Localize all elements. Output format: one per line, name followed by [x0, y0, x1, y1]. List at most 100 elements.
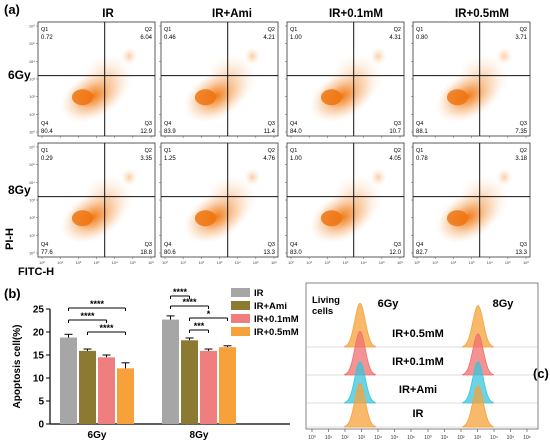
x-tick-label: 10⁴	[235, 260, 241, 265]
flow-plot-6Gy-IR+0.1mM: Q1 1.00 Q2 4.31 Q4 84.0 Q3 10.7	[285, 21, 405, 138]
x-tick-label: 10⁰	[288, 260, 294, 265]
y-tick-label: 10⁶	[29, 24, 35, 29]
density-main	[60, 69, 126, 123]
legend-label-IR+0.5mM: IR+0.5mM	[254, 327, 299, 338]
legend-swatch-IR+Ami	[231, 301, 250, 310]
x-tick-label: 10⁵	[505, 260, 511, 265]
x-tick-label: 10³	[343, 260, 349, 265]
living-cells-label-line1: Living	[312, 295, 340, 306]
quadrant-name-q2: Q2	[145, 148, 152, 154]
group-label-6gy: 6Gy	[378, 298, 400, 310]
quadrant-value-q1: 0.72	[41, 35, 53, 41]
quadrant-name-q4: Q4	[164, 242, 171, 248]
peak-6gy-IR+Ami	[344, 361, 376, 404]
quadrant-name-q3: Q3	[394, 242, 401, 248]
x-tick-label: 10⁵	[130, 260, 136, 265]
quadrant-name-q1: Q1	[41, 148, 48, 154]
living-cells-label-line2: cells	[312, 306, 333, 317]
panel-c-letter: (c)	[533, 366, 549, 381]
density-core	[320, 210, 342, 227]
flow-plot-8Gy-IR: Q1 0.29 Q2 3.35 Q4 77.6 Q3 18.8 10⁰ 10⁰ 10¹ 10¹ 10² 1…	[29, 142, 156, 265]
quadrant-value-q4: 83.9	[164, 129, 176, 135]
quadrant-name-q1: Q1	[290, 148, 297, 154]
column-header-ir-01mm: IR+0.1mM	[328, 8, 383, 20]
quadrant-name-q3: Q3	[394, 121, 401, 127]
x-axis-label-fitc-h: FITC-H	[18, 266, 55, 278]
hist-x-tick-label: 10⁶	[407, 435, 415, 441]
bar-IR+0.5mM-6Gy	[117, 368, 134, 424]
legend-swatch-IR+0.5mM	[231, 327, 250, 336]
hist-x-tick-label: 10⁵	[391, 435, 399, 441]
quadrant-name-q4: Q4	[416, 121, 423, 127]
y-tick-label: 10²	[29, 215, 35, 220]
quadrant-value-q1: 0.29	[41, 156, 53, 162]
quadrant-name-q3: Q3	[520, 121, 527, 127]
sig-8gy-ami-vs-05-label: *	[207, 309, 211, 319]
y-axis-title: Apoptosis cell(%)	[12, 325, 23, 409]
x-tick-label: 10⁴	[361, 260, 367, 265]
quadrant-value-q2: 3.35	[140, 156, 152, 162]
quadrant-name-q2: Q2	[145, 27, 152, 33]
quadrant-name-q4: Q4	[290, 121, 297, 127]
quadrant-value-q4: 77.6	[41, 250, 53, 256]
density-core	[446, 210, 468, 227]
quadrant-value-q3: 13.3	[515, 250, 527, 256]
sig-6gy-ami-vs-05-label: ****	[99, 323, 114, 333]
y-tick-label: 10⁶	[29, 145, 35, 150]
quadrant-value-q3: 12.0	[389, 250, 401, 256]
series-label-IR+Ami: IR+Ami	[399, 384, 437, 396]
x-tick-label: 10¹	[180, 260, 186, 265]
flow-plot-6Gy-IR+Ami: Q1 0.46 Q2 4.21 Q4 83.9 Q3 11.4	[159, 21, 279, 138]
x-tick-label: 10⁶	[397, 260, 403, 265]
x-tick-label: 10⁶	[148, 260, 154, 265]
quadrant-name-q1: Q1	[41, 27, 48, 33]
y-tick-label-15: 15	[33, 351, 45, 362]
y-tick-label-10: 10	[33, 374, 45, 385]
quadrant-value-q3: 12.9	[140, 129, 152, 135]
y-tick-label: 10³	[29, 77, 35, 82]
flow-plot-6Gy-IR+0.5mM: Q1 0.80 Q2 3.71 Q4 88.1 Q3 7.35	[411, 21, 531, 138]
peak-8gy-IR	[462, 385, 494, 428]
density-spot-upper	[121, 47, 138, 66]
category-label-8Gy: 8Gy	[190, 430, 209, 441]
y-tick-label: 10¹	[29, 233, 35, 238]
peak-8gy-IR+0.5mM	[462, 305, 494, 348]
hist-x-tick-label: 10⁴	[374, 435, 382, 441]
quadrant-value-q2: 4.21	[263, 35, 275, 41]
x-tick-label: 10⁴	[487, 260, 493, 265]
quadrant-value-q2: 4.05	[389, 156, 401, 162]
peak-6gy-IR+0.1mM	[344, 330, 376, 376]
quadrant-value-q3: 10.7	[389, 129, 401, 135]
quadrant-name-q3: Q3	[145, 121, 152, 127]
quadrant-value-q3: 7.35	[515, 129, 527, 135]
x-tick-label: 10³	[469, 260, 475, 265]
quadrant-value-q2: 3.71	[515, 35, 527, 41]
peak-6gy-IR	[344, 382, 376, 428]
sig-8gy-ami-vs-01-label: ***	[194, 321, 205, 331]
flow-plot-8Gy-IR+0.5mM: Q1 0.78 Q2 3.18 Q4 82.7 Q3 13.3 10⁰ 10¹ 10² 10³ 10⁴ 1…	[411, 142, 531, 265]
flow-cytometry-grid: Q1 0.72 Q2 6.04 Q4 80.4 Q3 12.9 10⁰ 10¹ 10² 10³ 10⁴ 1…	[29, 21, 531, 265]
y-tick-label-20: 20	[33, 328, 45, 339]
quadrant-name-q3: Q3	[520, 242, 527, 248]
sig-6gy-ir-vs-01-label: ****	[80, 311, 95, 321]
density-spot-upper	[121, 168, 138, 187]
panel-a-letter: (a)	[4, 2, 20, 17]
quadrant-name-q2: Q2	[520, 148, 527, 154]
density-spot-upper	[496, 47, 513, 66]
quadrant-value-q4: 80.4	[41, 129, 53, 135]
quadrant-name-q3: Q3	[145, 242, 152, 248]
quadrant-name-q1: Q1	[416, 27, 423, 33]
quadrant-value-q4: 84.0	[290, 129, 302, 135]
legend-label-IR+Ami: IR+Ami	[254, 301, 287, 312]
quadrant-name-q2: Q2	[268, 27, 275, 33]
x-tick-label: 10⁶	[523, 260, 529, 265]
density-spot-upper	[244, 47, 261, 66]
x-tick-label: 10⁰	[414, 260, 420, 265]
quadrant-value-q4: 80.6	[164, 250, 176, 256]
quadrant-value-q4: 83.0	[290, 250, 302, 256]
x-tick-label: 10¹	[432, 260, 438, 265]
density-core	[320, 89, 342, 106]
y-tick-label-5: 5	[38, 397, 44, 408]
quadrant-name-q4: Q4	[290, 242, 297, 248]
